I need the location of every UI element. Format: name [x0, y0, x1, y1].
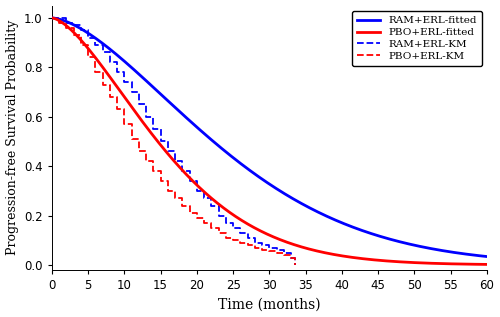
Y-axis label: Progression-free Survival Probability: Progression-free Survival Probability [6, 20, 18, 256]
Legend: RAM+ERL-fitted, PBO+ERL-fitted, RAM+ERL-KM, PBO+ERL-KM: RAM+ERL-fitted, PBO+ERL-fitted, RAM+ERL-… [352, 11, 482, 66]
X-axis label: Time (months): Time (months) [218, 297, 320, 311]
